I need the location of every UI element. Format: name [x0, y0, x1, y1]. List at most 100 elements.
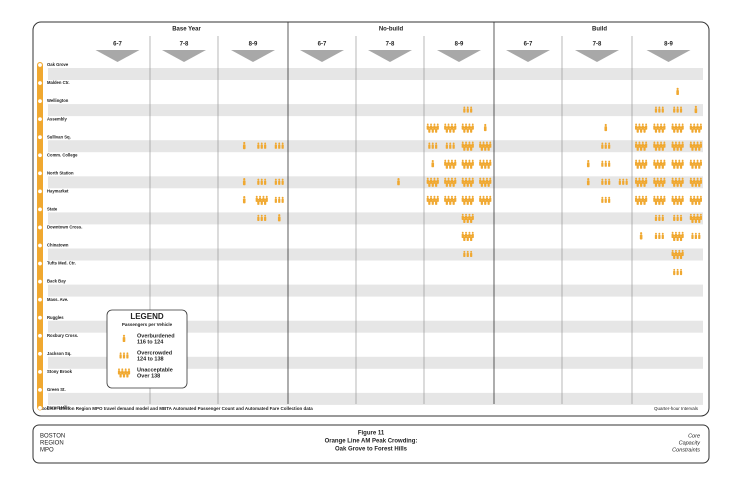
person-head	[260, 198, 263, 201]
person-body	[242, 144, 246, 150]
person-head	[653, 141, 656, 144]
person-head	[676, 106, 679, 109]
person-head	[468, 141, 471, 144]
person-body	[264, 200, 267, 205]
person-head	[681, 231, 684, 234]
person-body	[679, 270, 683, 276]
person-body	[444, 179, 447, 184]
person-head	[676, 268, 679, 271]
person-head	[449, 126, 452, 129]
person-head	[468, 213, 471, 216]
person-head	[698, 216, 701, 219]
person-head	[635, 141, 638, 144]
person-body	[645, 143, 648, 148]
station-label: Assembly	[47, 116, 67, 121]
person-head	[480, 180, 483, 183]
person-body	[257, 200, 260, 205]
person-head	[430, 177, 432, 180]
person-head	[636, 162, 639, 165]
person-body	[122, 337, 126, 342]
person-head	[452, 142, 455, 145]
person-body	[466, 200, 469, 205]
person-head	[693, 213, 696, 216]
person-head	[480, 144, 483, 147]
person-body	[625, 180, 628, 185]
person-head	[452, 126, 455, 129]
person-body	[471, 143, 474, 148]
person-head	[658, 144, 661, 147]
crowding-icon	[242, 141, 246, 150]
person-body	[636, 146, 639, 151]
person-body	[658, 108, 661, 113]
person-body	[638, 161, 641, 166]
person-head	[447, 123, 450, 126]
person-head	[452, 162, 455, 165]
person-body	[699, 197, 702, 202]
person-body	[454, 161, 457, 166]
person-body	[463, 182, 466, 187]
crowding-icon	[445, 142, 455, 149]
crowding-icon	[479, 177, 492, 187]
person-head	[260, 142, 263, 145]
person-body	[681, 161, 684, 166]
person-head	[622, 178, 625, 181]
person-body	[464, 143, 468, 148]
person-head	[658, 198, 661, 201]
person-head	[635, 123, 638, 126]
person-head	[699, 141, 702, 144]
person-body	[698, 234, 701, 239]
person-body	[461, 233, 464, 238]
person-body	[452, 164, 455, 169]
person-body	[693, 197, 696, 202]
person-head	[645, 195, 648, 198]
person-body	[679, 128, 683, 133]
person-body	[484, 182, 487, 187]
person-head	[465, 231, 467, 234]
person-head	[608, 142, 611, 145]
person-head	[640, 180, 643, 183]
person-body	[698, 164, 701, 169]
legend-range: Over 138	[137, 373, 160, 379]
person-body	[464, 125, 468, 130]
series: Capacity	[679, 440, 702, 446]
station-dot	[37, 62, 43, 68]
person-head	[643, 180, 646, 183]
person-body	[679, 164, 683, 169]
person-head	[698, 232, 701, 235]
person-body	[674, 161, 678, 166]
person-head	[643, 144, 646, 147]
person-body	[489, 179, 492, 184]
crowding-icon	[431, 159, 435, 168]
person-head	[487, 198, 490, 201]
person-head	[676, 180, 679, 183]
crowding-icon	[461, 141, 474, 151]
person-head	[676, 87, 679, 90]
person-head	[673, 162, 676, 165]
person-body	[264, 144, 267, 149]
person-head	[655, 232, 657, 235]
person-head	[680, 234, 682, 237]
person-head	[264, 178, 267, 181]
person-body	[699, 143, 702, 148]
person-body	[696, 197, 699, 202]
station-label: Sullivan Sq.	[47, 134, 71, 139]
person-head	[445, 126, 448, 129]
person-body	[643, 200, 646, 205]
person-head	[426, 177, 429, 180]
crowding-icon	[689, 177, 702, 187]
person-head	[484, 180, 487, 183]
legend-subtitle: Passengers per Vehicle	[122, 322, 173, 327]
crowding-icon	[257, 142, 267, 149]
person-head	[696, 141, 699, 144]
person-head	[674, 249, 677, 252]
station-dot	[37, 369, 43, 375]
station-dot	[37, 224, 43, 230]
person-body	[444, 161, 447, 166]
person-head	[479, 141, 482, 144]
person-head	[479, 195, 482, 198]
crowding-icon	[689, 195, 702, 205]
person-body	[654, 146, 658, 151]
crowding-icon	[671, 141, 684, 151]
person-head	[673, 214, 676, 217]
person-body	[489, 161, 492, 166]
